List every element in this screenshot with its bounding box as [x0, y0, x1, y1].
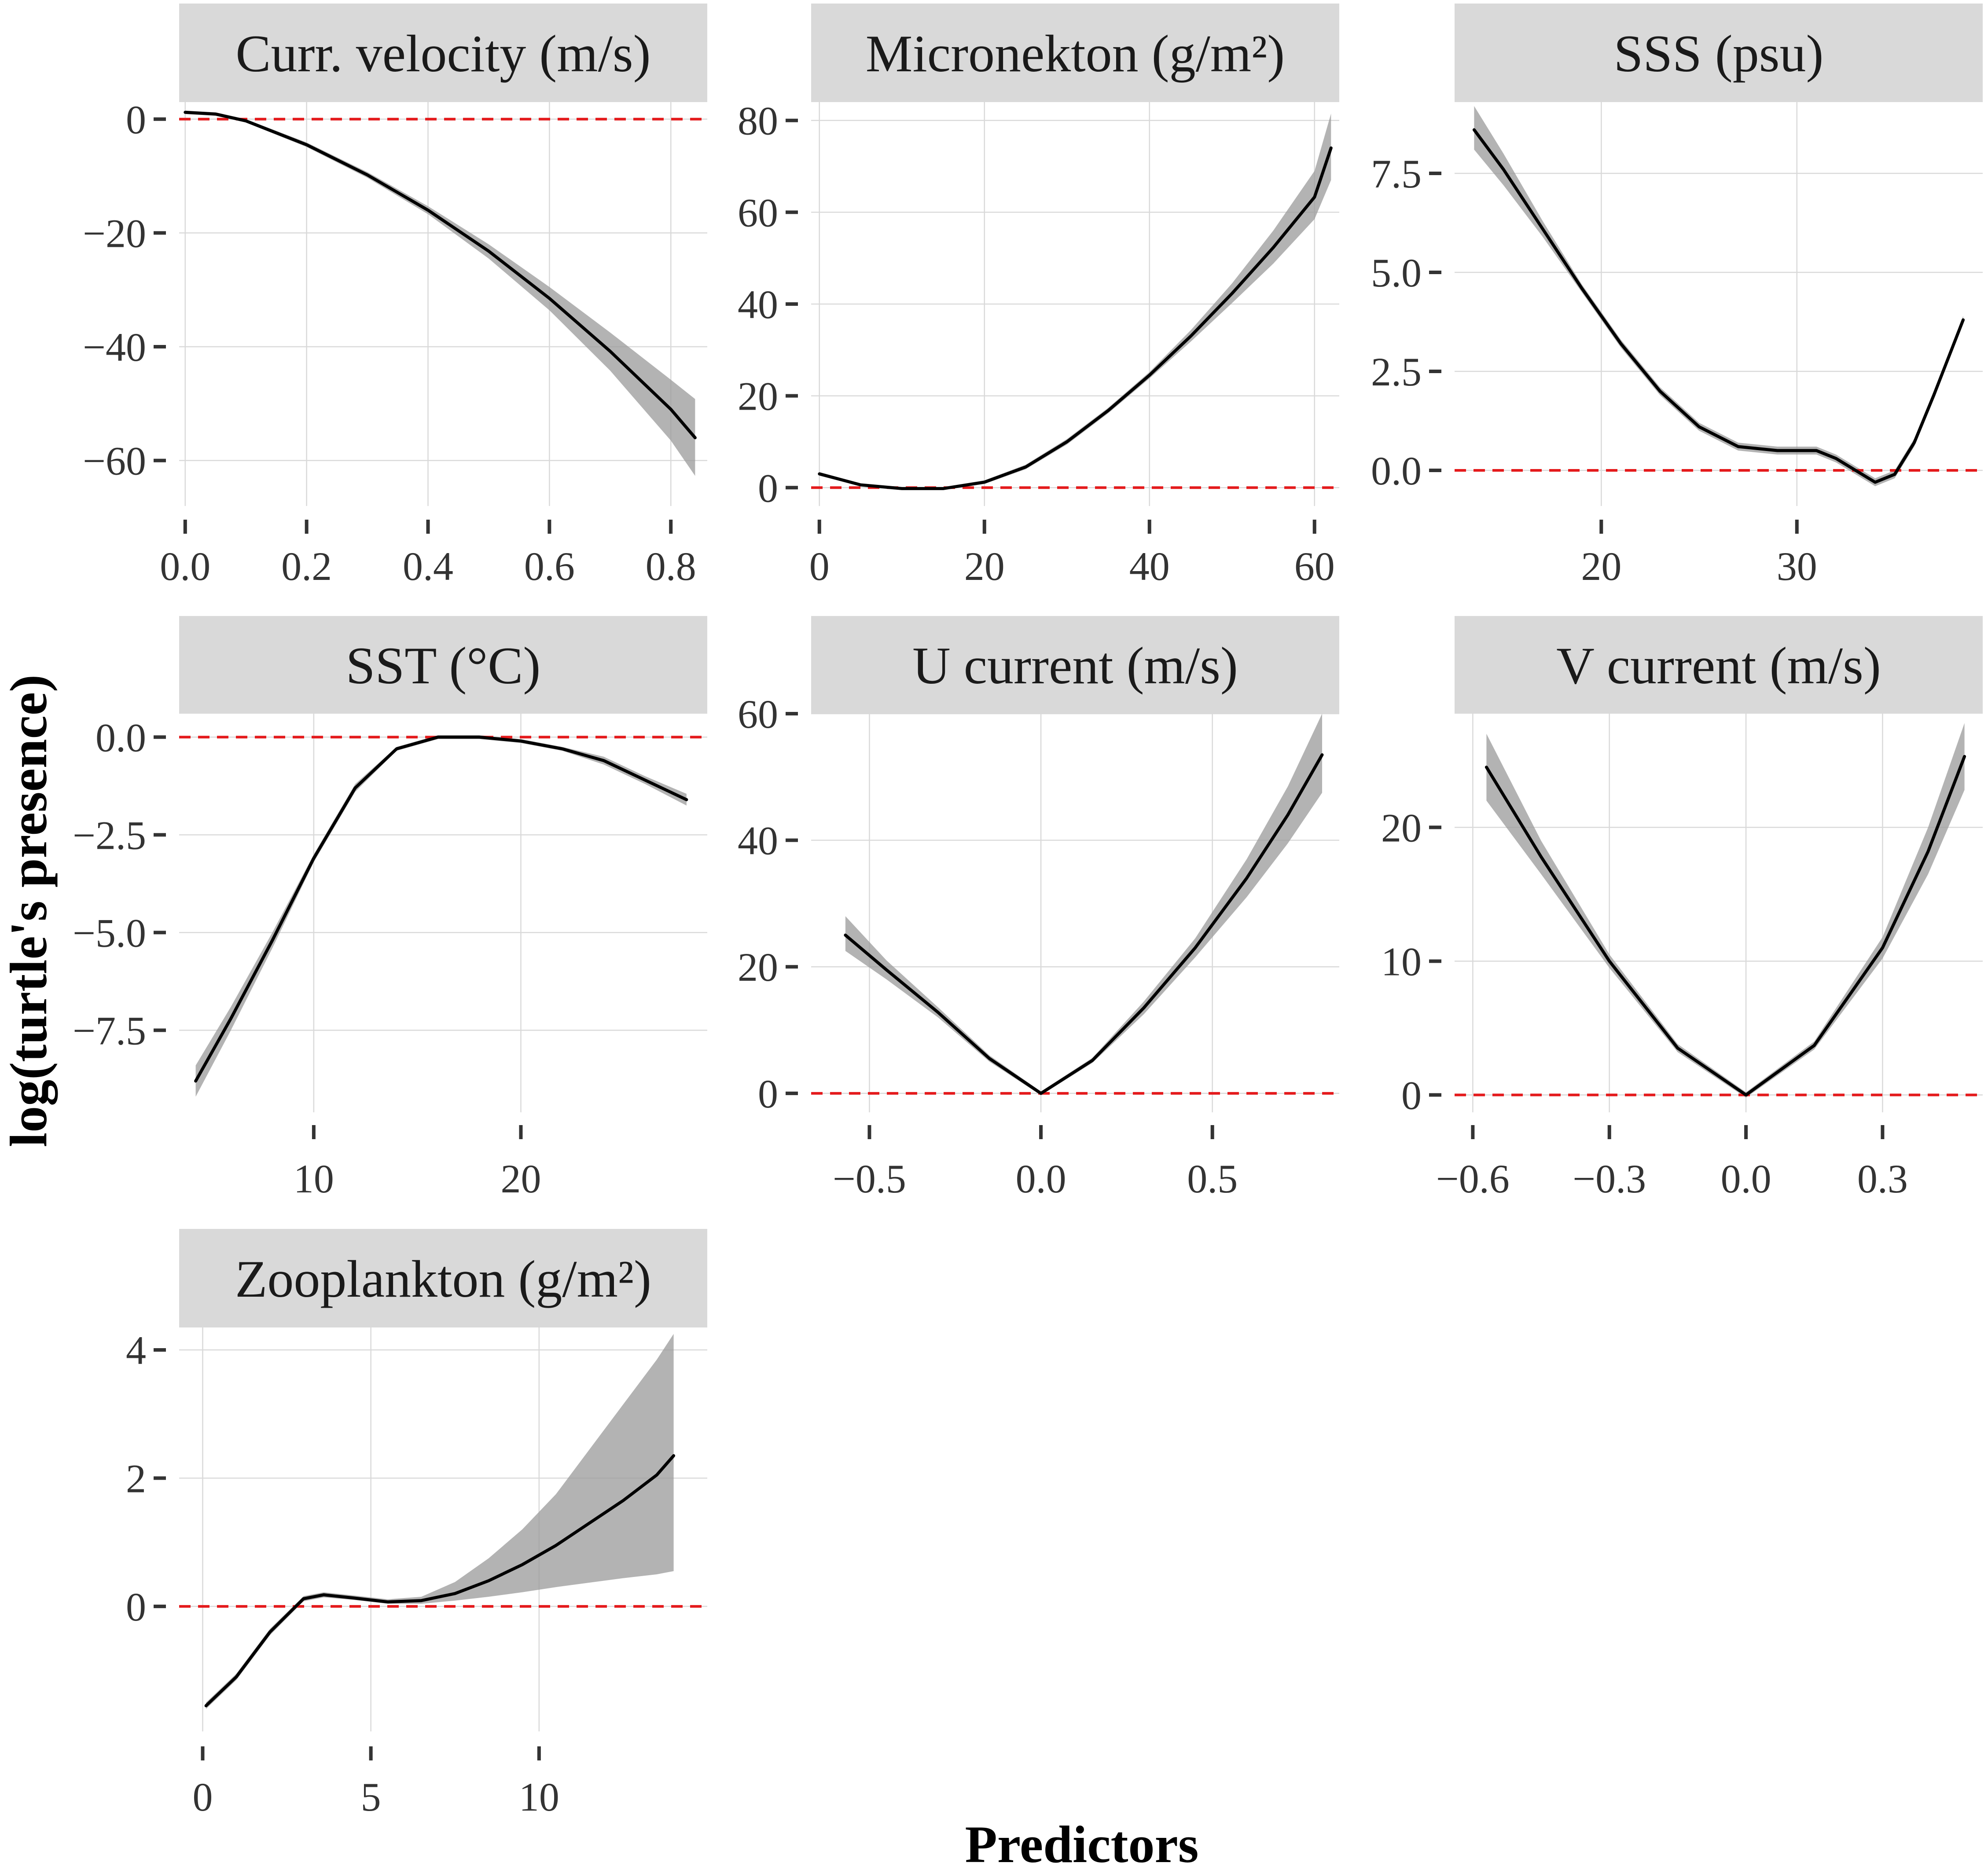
x-tick-label: 0 — [809, 544, 830, 589]
y-tick-label: 2.5 — [1371, 349, 1422, 394]
x-tick-label: 60 — [1294, 544, 1335, 589]
facet-panels: Curr. velocity (m/s) 0 −20 −40 −60 0.0 0.2 0.4 0… — [73, 4, 1983, 1819]
x-tick-label: −0.5 — [833, 1156, 906, 1201]
strip-background — [179, 4, 707, 102]
x-tick-label: 0.6 — [524, 544, 575, 589]
x-tick-label: 0.2 — [281, 544, 332, 589]
y-tick-label: 60 — [738, 692, 778, 737]
fit-line — [1472, 128, 1965, 484]
y-tick-label: −7.5 — [73, 1008, 146, 1053]
y-tick-label: 0 — [758, 1071, 778, 1116]
y-tick-label: 10 — [1381, 939, 1422, 984]
y-tick-label: 2 — [126, 1456, 146, 1501]
y-tick-label: 5.0 — [1371, 250, 1422, 295]
x-tick-label: 0.5 — [1187, 1156, 1238, 1201]
y-tick-label: 80 — [738, 99, 778, 143]
y-tick-label: 20 — [738, 945, 778, 990]
x-tick-label: 20 — [964, 544, 1005, 589]
fit-line — [204, 1454, 676, 1708]
y-tick-label: −60 — [83, 439, 146, 484]
strip-title: SSS (psu) — [1614, 24, 1824, 83]
x-tick-label: 0.0 — [160, 544, 210, 589]
y-tick-label: 0 — [758, 466, 778, 510]
y-tick-label: 0.0 — [96, 715, 146, 760]
confidence-band — [845, 714, 1322, 1096]
fit-line — [1485, 755, 1966, 1096]
y-axis-title: log(turtle's presence) — [0, 675, 58, 1147]
x-tick-label: 5 — [361, 1775, 381, 1819]
panel-micronekton-g-m: Micronekton (g/m²) 0 20 40 60 80 0 20 40 60 — [738, 4, 1339, 589]
x-tick-label: −0.6 — [1436, 1156, 1510, 1201]
x-axis-title: Predictors — [965, 1815, 1199, 1870]
strip-title: V current (m/s) — [1556, 636, 1881, 695]
y-tick-label: 0 — [126, 97, 146, 142]
x-tick-label: 0.8 — [646, 544, 696, 589]
panel-curr-velocity-m-s: Curr. velocity (m/s) 0 −20 −40 −60 0.0 0.2 0.4 0… — [83, 4, 707, 589]
strip-background — [811, 616, 1339, 714]
strip-background — [1455, 616, 1983, 714]
y-tick-label: 20 — [738, 374, 778, 419]
fit-line — [194, 735, 688, 1083]
x-tick-label: 40 — [1129, 544, 1170, 589]
strip-title: U current (m/s) — [912, 636, 1238, 695]
strip-background — [811, 4, 1339, 102]
y-tick-label: 40 — [738, 818, 778, 863]
x-tick-label: 0.0 — [1016, 1156, 1066, 1201]
y-tick-label: 20 — [1381, 805, 1422, 850]
x-tick-label: 0.3 — [1857, 1156, 1908, 1201]
y-tick-label: 7.5 — [1371, 151, 1422, 196]
strip-background — [179, 1229, 707, 1327]
x-tick-label: 0 — [193, 1775, 213, 1819]
panel-sss-psu: SSS (psu) 0.0 2.5 5.0 7.5 20 30 — [1371, 4, 1983, 589]
confidence-band — [1486, 723, 1965, 1098]
y-tick-label: −40 — [83, 325, 146, 370]
y-tick-label: 0 — [126, 1584, 146, 1629]
panel-sst-c: SST (°C) 0.0 −2.5 −5.0 −7.5 10 20 — [73, 616, 707, 1201]
confidence-band — [185, 110, 695, 476]
y-tick-label: 40 — [738, 282, 778, 327]
x-tick-label: 20 — [500, 1156, 541, 1201]
y-tick-label: 60 — [738, 190, 778, 235]
y-tick-label: 0.0 — [1371, 448, 1422, 493]
panel-zooplankton-g-m: Zooplankton (g/m²) 0 2 4 0 5 10 — [126, 1229, 707, 1819]
fit-line — [844, 753, 1324, 1095]
x-tick-label: −0.3 — [1573, 1156, 1646, 1201]
panel-v-current-m-s: V current (m/s) 0 10 20 −0.6 −0.3 0.0 0.3 — [1381, 616, 1983, 1201]
y-tick-label: 0 — [1401, 1073, 1422, 1118]
x-tick-label: 30 — [1777, 544, 1817, 589]
y-tick-label: −20 — [83, 211, 146, 256]
strip-background — [179, 616, 707, 714]
confidence-band — [819, 114, 1331, 490]
panel-u-current-m-s: U current (m/s) 0 20 40 60 −0.5 0.0 0.5 — [738, 616, 1339, 1201]
y-tick-label: −2.5 — [73, 813, 146, 858]
strip-title: Micronekton (g/m²) — [866, 24, 1285, 83]
confidence-band — [195, 735, 687, 1097]
x-tick-label: 20 — [1581, 544, 1621, 589]
fit-line — [818, 146, 1333, 490]
confidence-band — [206, 1334, 674, 1709]
x-tick-label: 10 — [294, 1156, 334, 1201]
fit-line — [184, 110, 697, 440]
strip-background — [1455, 4, 1983, 102]
x-tick-label: 10 — [519, 1775, 559, 1819]
x-tick-label: 0.0 — [1721, 1156, 1771, 1201]
strip-title: Zooplankton (g/m²) — [235, 1250, 651, 1308]
x-tick-label: 0.4 — [403, 544, 453, 589]
y-tick-label: −5.0 — [73, 910, 146, 955]
y-tick-label: 4 — [126, 1328, 146, 1373]
strip-title: SST (°C) — [346, 636, 541, 695]
confidence-band — [1474, 106, 1963, 486]
strip-title: Curr. velocity (m/s) — [235, 24, 650, 83]
